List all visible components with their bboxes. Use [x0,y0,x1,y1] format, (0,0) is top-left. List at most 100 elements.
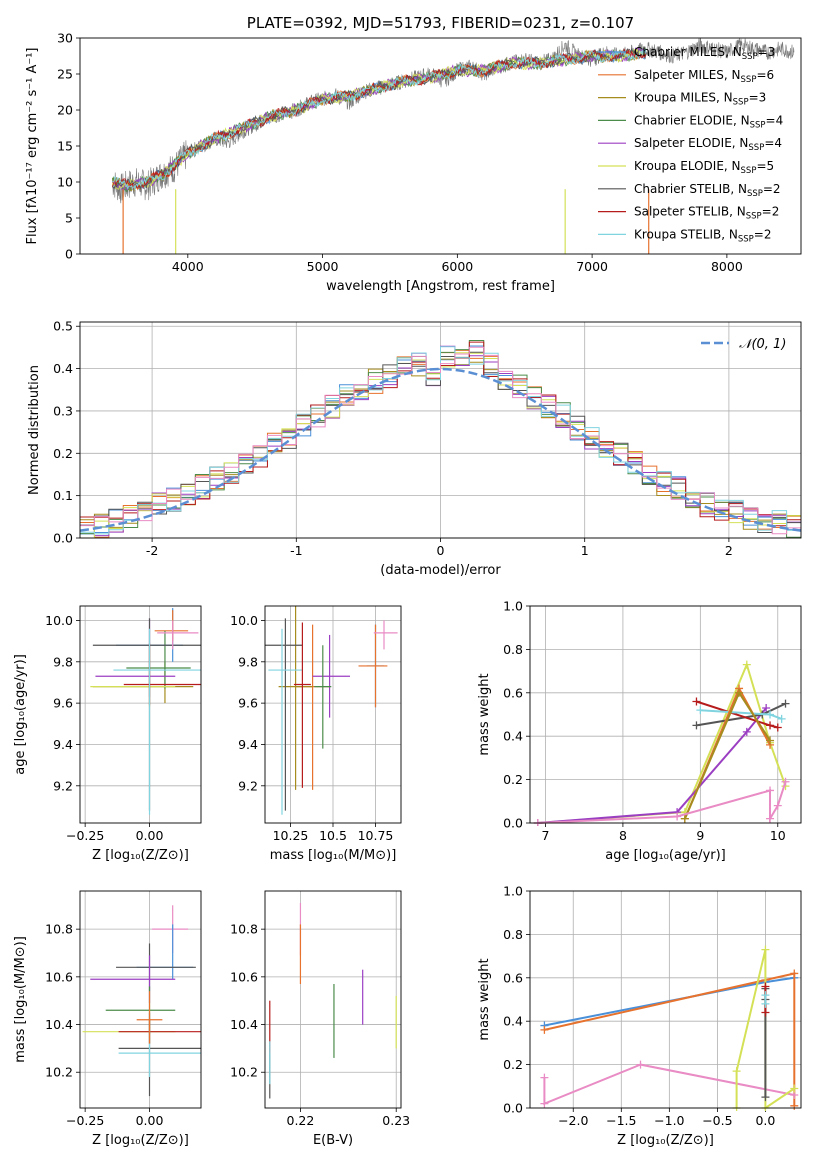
y-axis-label: age [log₁₀(age/yr)] [13,654,28,775]
legend-entry: Kroupa MILES, NSSP=3 [634,91,766,108]
mass-weight-marker [735,688,744,697]
x-tick-label: 8000 [711,259,743,274]
errorbar-point [118,1029,201,1077]
errorbar-point [268,628,303,815]
mass-weight-marker [761,945,770,954]
y-tick-label: 9.8 [238,654,258,669]
residual-legend: 𝒩(0, 1) [701,337,786,352]
y-tick-label: 0.1 [53,488,73,503]
mass-vs-ebv-frame [264,890,402,1109]
errorbar-point [92,618,201,811]
mass-weight-marker [777,714,786,723]
y-tick-label: 0.6 [503,685,523,700]
mass-weight-marker [742,660,751,669]
y-tick-label: 10.2 [230,1065,258,1080]
model-fit-line [111,48,647,190]
x-tick-label: -2 [146,543,158,558]
spectrum-legend: Chabrier MILES, NSSP=3 Salpeter MILES, NS… [598,45,783,244]
errorbar-point [295,624,330,790]
errorbar-point [90,955,176,1004]
y-tick-label: 10.8 [230,922,258,937]
mass-weight-marker [766,710,775,719]
mass-weight-marker [540,1073,549,1082]
errorbar-point [126,630,191,689]
x-tick-label: −0.5 [702,1113,732,1128]
residual-histogram [80,346,801,535]
mass-vs-ebv-points [269,902,397,1099]
x-axis-label: (data-model)/error [380,563,501,578]
age-vs-Z-frame [79,605,202,824]
x-axis-label: Z [log₁₀(Z/Z⊙)] [92,848,189,863]
y-tick-label: 1.0 [503,884,523,899]
y-tick-label: 0.4 [503,729,523,744]
y-tick-label: 0.8 [503,927,523,942]
y-tick-label: 0.6 [503,970,523,985]
y-tick-label: 1.0 [503,599,523,614]
mass-weight-marker [696,706,705,715]
y-tick-label: 0.4 [53,361,73,376]
x-tick-label: −0.25 [66,1113,104,1128]
mass-weight-marker [766,786,775,795]
y-axis-label: mass [log₁₀(M/M⊙)] [13,936,28,1063]
x-axis-label: Z [log₁₀(Z/Z⊙)] [617,1133,714,1148]
x-tick-label: 10.75 [358,828,394,843]
mass-vs-ebv-axes: 0.22 0.23 10.2 10.4 10.6 10.8 E(B-V) [230,891,410,1148]
errorbar-point [314,645,332,749]
errorbar-point [278,606,313,790]
y-axis-label: Normed distribution [27,365,42,495]
y-tick-label: 10.4 [230,1017,258,1032]
spectrum-lines [111,38,795,254]
errorbar-point [293,622,311,788]
y-tick-label: 0.3 [53,403,73,418]
y-tick-label: 10.0 [230,613,258,628]
y-tick-label: 9.2 [53,778,73,793]
y-tick-label: 0 [65,247,73,262]
y-tick-label: 0.0 [503,1101,523,1116]
errorbar-point [265,618,303,811]
mass-weight-marker [761,1093,770,1102]
y-axis-label: mass weight [477,958,492,1040]
errorbar-point [116,943,196,992]
y-tick-label: 25 [57,67,73,82]
x-tick-label: 0.23 [382,1113,410,1128]
mass-weight-line [543,1063,795,1106]
mass-weight-marker [790,1101,799,1110]
x-tick-label: 0.00 [136,828,164,843]
mass-weight-marker [762,703,771,712]
mass-weight-line [537,781,787,824]
age-vs-Z-points [90,608,201,815]
y-tick-label: 9.6 [53,696,73,711]
mass-weight-marker [766,814,775,823]
model-fit-line [111,47,647,193]
x-tick-label: 10.5 [319,828,347,843]
y-tick-label: 0.2 [53,446,73,461]
x-tick-label: 0.22 [287,1113,315,1128]
y-tick-label: 30 [57,31,73,46]
x-tick-label: 10.25 [273,828,309,843]
x-tick-label: −1.5 [606,1113,636,1128]
errorbar-point [154,610,189,642]
errorbar-point [113,628,201,815]
model-fit-line [111,49,647,191]
age-vs-mass-axes: 10.25 10.5 10.75 9.2 9.4 9.6 9.8 10.0 mass [log₁… [230,606,401,863]
y-tick-label: 9.8 [53,654,73,669]
mass-weight-marker [540,1099,549,1108]
age-vs-mass-frame [264,605,402,824]
y-tick-label: 9.4 [238,737,258,752]
errorbar-point [95,618,176,697]
y-axis-label: mass weight [477,673,492,755]
model-fit-line [112,48,647,191]
chart-title: PLATE=0392, MJD=51793, FIBERID=0231, z=0… [247,14,634,32]
mass-vs-Z-axes: −0.25 0.00 10.2 10.4 10.6 10.8 Z [log₁₀(Z/Z⊙)]… [13,891,201,1148]
x-axis-label: E(B-V) [313,1133,353,1148]
spectrum-axes: 4000 5000 6000 7000 8000 0 5 10 15 20 25 30 waveleng… [25,31,743,295]
y-tick-label: 10.6 [45,969,73,984]
legend-entry: Salpeter MILES, NSSP=6 [634,68,774,85]
errorbar-point [358,624,388,708]
errorbar-point [123,643,201,706]
errorbar-point [136,924,194,980]
y-tick-label: 0.2 [503,772,523,787]
x-tick-label: 0 [437,543,445,558]
y-tick-label: 0.5 [53,319,73,334]
